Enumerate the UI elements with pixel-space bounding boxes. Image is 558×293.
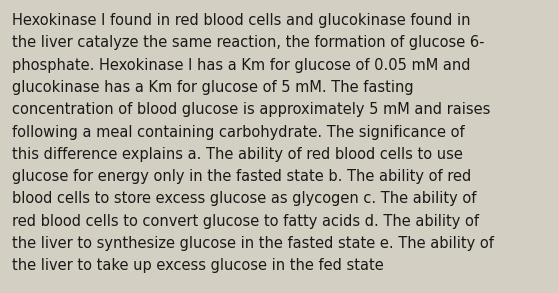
Text: this difference explains a. The ability of red blood cells to use: this difference explains a. The ability … bbox=[12, 147, 463, 162]
Text: the liver to take up excess glucose in the fed state: the liver to take up excess glucose in t… bbox=[12, 258, 384, 273]
Text: glucokinase has a Km for glucose of 5 mM. The fasting: glucokinase has a Km for glucose of 5 mM… bbox=[12, 80, 414, 95]
Text: following a meal containing carbohydrate. The significance of: following a meal containing carbohydrate… bbox=[12, 125, 465, 139]
Text: glucose for energy only in the fasted state b. The ability of red: glucose for energy only in the fasted st… bbox=[12, 169, 472, 184]
Text: concentration of blood glucose is approximately 5 mM and raises: concentration of blood glucose is approx… bbox=[12, 102, 490, 117]
Text: phosphate. Hexokinase I has a Km for glucose of 0.05 mM and: phosphate. Hexokinase I has a Km for glu… bbox=[12, 58, 471, 73]
Text: the liver to synthesize glucose in the fasted state e. The ability of: the liver to synthesize glucose in the f… bbox=[12, 236, 494, 251]
Text: the liver catalyze the same reaction, the formation of glucose 6-: the liver catalyze the same reaction, th… bbox=[12, 35, 485, 50]
Text: Hexokinase I found in red blood cells and glucokinase found in: Hexokinase I found in red blood cells an… bbox=[12, 13, 471, 28]
Text: red blood cells to convert glucose to fatty acids d. The ability of: red blood cells to convert glucose to fa… bbox=[12, 214, 479, 229]
Text: blood cells to store excess glucose as glycogen c. The ability of: blood cells to store excess glucose as g… bbox=[12, 191, 477, 206]
